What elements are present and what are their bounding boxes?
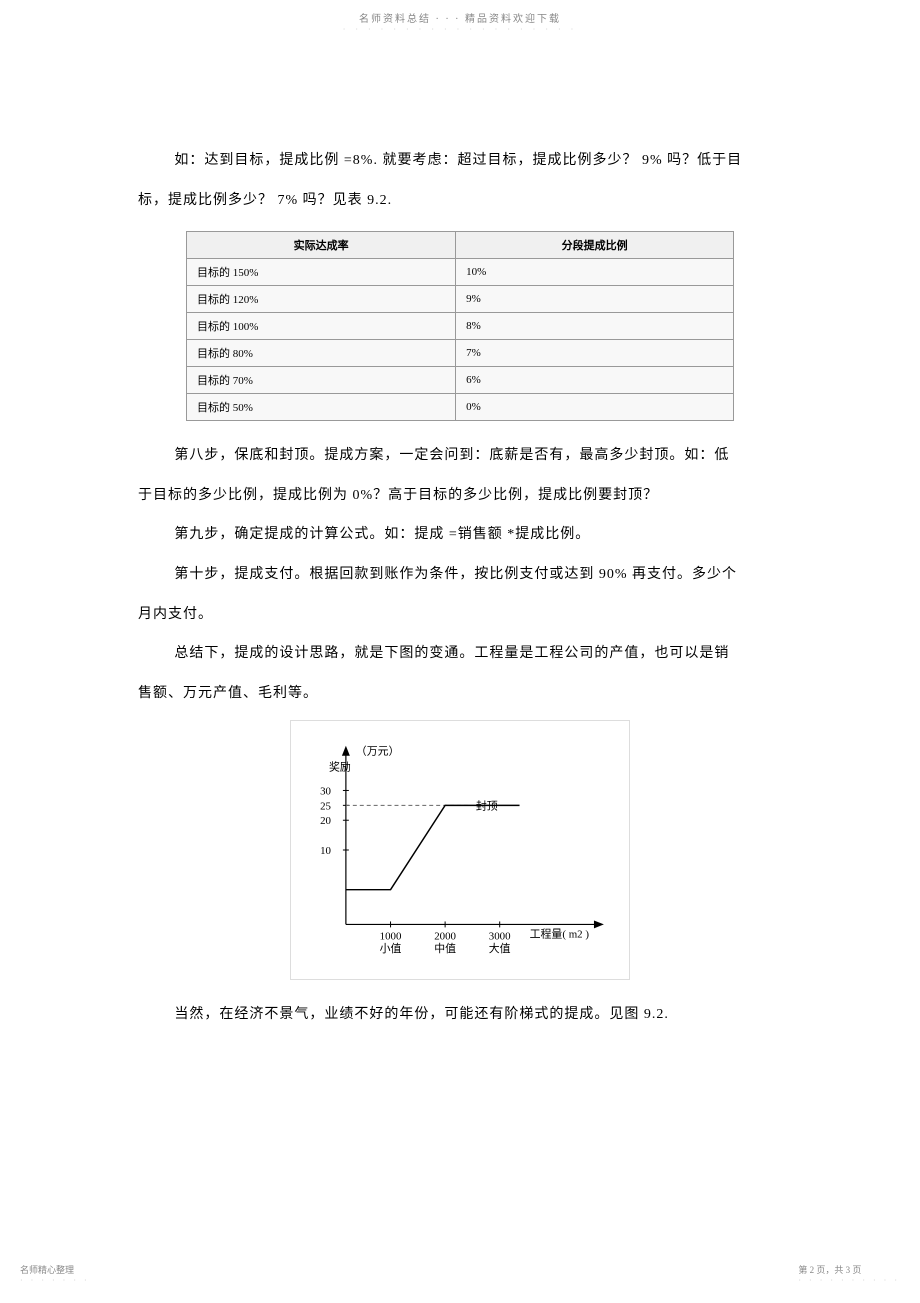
cell-comm: 10% (456, 259, 734, 286)
xtick-2000: 2000 (434, 931, 456, 943)
table-header-row: 实际达成率 分段提成比例 (187, 232, 734, 259)
footer-left-text: 名师精心整理 (20, 1263, 90, 1276)
page-header: 名师资料总结 · · · 精品资料欢迎下载 · · · · · · · · · … (0, 0, 920, 34)
para-4a: 第十步，提成支付。根据回款到账作为条件，按比例支付或达到 90% 再支付。多少个 (138, 558, 782, 592)
table-row: 目标的 50% 0% (187, 394, 734, 421)
commission-table: 实际达成率 分段提成比例 目标的 150% 10% 目标的 120% 9% 目标… (186, 231, 734, 421)
y-side-label-text: 奖励 (329, 760, 351, 774)
x-arrow-icon (594, 921, 604, 929)
para-6: 当然，在经济不景气，业绩不好的年份，可能还有阶梯式的提成。见图 9.2. (138, 998, 782, 1032)
table-row: 目标的 100% 8% (187, 313, 734, 340)
xsub-small: 小值 (380, 943, 402, 956)
cell-comm: 9% (456, 286, 734, 313)
para-3: 第九步，确定提成的计算公式。如：提成 =销售额 *提成比例。 (138, 518, 782, 552)
para-5a: 总结下，提成的设计思路，就是下图的变通。工程量是工程公司的产值，也可以是销 (138, 637, 782, 671)
chart-svg: （万元） 奖励 30 25 20 10 封顶 1000 小值 2000 (291, 721, 629, 979)
ytick-30: 30 (320, 786, 331, 798)
ytick-20: 20 (320, 816, 331, 828)
ytick-10: 10 (320, 845, 331, 857)
header-title: 名师资料总结 · · · 精品资料欢迎下载 (0, 10, 920, 25)
y-arrow-icon (342, 746, 350, 756)
cell-rate: 目标的 120% (187, 286, 456, 313)
xtick-3000: 3000 (489, 931, 511, 943)
commission-chart: （万元） 奖励 30 25 20 10 封顶 1000 小值 2000 (290, 720, 630, 980)
cell-rate: 目标的 150% (187, 259, 456, 286)
header-dots: · · · · · · · · · · · · · · · · · · · (0, 25, 920, 34)
xsub-mid: 中值 (434, 943, 456, 956)
para-5b: 售额、万元产值、毛利等。 (138, 677, 782, 711)
cell-comm: 0% (456, 394, 734, 421)
table-row: 目标的 80% 7% (187, 340, 734, 367)
para-2b: 于目标的多少比例，提成比例为 0%？高于目标的多少比例，提成比例要封顶？ (138, 479, 782, 513)
cell-comm: 8% (456, 313, 734, 340)
footer-left-dots: · · · · · · · (20, 1276, 90, 1285)
y-side-label: 奖励 (329, 760, 351, 774)
para-1b: 标，提成比例多少？ 7% 吗？见表 9.2. (138, 184, 782, 218)
cell-rate: 目标的 100% (187, 313, 456, 340)
footer-right-text: 第 2 页，共 3 页 (798, 1263, 900, 1276)
x-axis-label: 工程量( m2 ) (530, 928, 590, 941)
para-4b: 月内支付。 (138, 598, 782, 632)
cell-comm: 7% (456, 340, 734, 367)
y-unit-label: （万元） (356, 745, 400, 758)
xtick-1000: 1000 (380, 931, 402, 943)
cell-rate: 目标的 80% (187, 340, 456, 367)
footer-right: 第 2 页，共 3 页 · · · · · · · · · · (798, 1263, 900, 1285)
th-rate: 实际达成率 (187, 232, 456, 259)
ytick-25: 25 (320, 801, 331, 813)
table-row: 目标的 70% 6% (187, 367, 734, 394)
footer-left: 名师精心整理 · · · · · · · (20, 1263, 90, 1285)
page-content: 如：达到目标，提成比例 =8%. 就要考虑：超过目标，提成比例多少？ 9% 吗？… (0, 34, 920, 1032)
cell-comm: 6% (456, 367, 734, 394)
th-commission: 分段提成比例 (456, 232, 734, 259)
table-row: 目标的 120% 9% (187, 286, 734, 313)
table-row: 目标的 150% 10% (187, 259, 734, 286)
para-2a: 第八步，保底和封顶。提成方案，一定会问到：底薪是否有，最高多少封顶。如：低 (138, 439, 782, 473)
cell-rate: 目标的 50% (187, 394, 456, 421)
commission-table-wrap: 实际达成率 分段提成比例 目标的 150% 10% 目标的 120% 9% 目标… (186, 231, 734, 421)
xsub-large: 大值 (489, 942, 511, 956)
commission-curve (346, 806, 520, 890)
footer-right-dots: · · · · · · · · · · (798, 1276, 900, 1285)
para-1a: 如：达到目标，提成比例 =8%. 就要考虑：超过目标，提成比例多少？ 9% 吗？… (138, 144, 782, 178)
cell-rate: 目标的 70% (187, 367, 456, 394)
